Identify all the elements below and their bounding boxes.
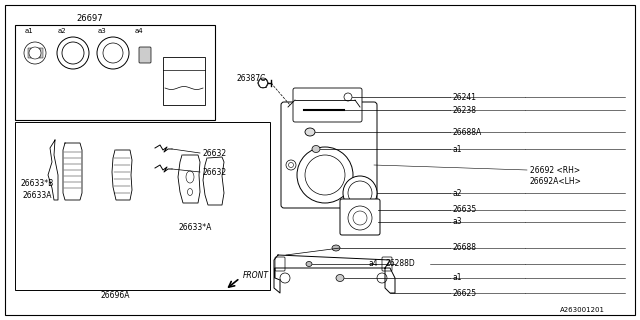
Text: 26288D: 26288D (385, 260, 415, 268)
Circle shape (343, 176, 377, 210)
Ellipse shape (305, 128, 315, 136)
FancyBboxPatch shape (340, 199, 380, 235)
Text: a2: a2 (58, 28, 67, 34)
Circle shape (286, 160, 296, 170)
Bar (37, 48, 40, 58)
Circle shape (280, 273, 290, 283)
Text: FRONT: FRONT (243, 270, 269, 279)
Text: 26633*B: 26633*B (20, 179, 53, 188)
Circle shape (377, 273, 387, 283)
Circle shape (348, 206, 372, 230)
Circle shape (24, 42, 46, 64)
Text: A263001201: A263001201 (560, 307, 605, 313)
FancyBboxPatch shape (281, 102, 377, 208)
Ellipse shape (188, 188, 193, 196)
Ellipse shape (306, 261, 312, 267)
Ellipse shape (332, 245, 340, 251)
Text: a1: a1 (452, 274, 461, 283)
Bar (31, 47, 33, 61)
Text: 26692 <RH>: 26692 <RH> (530, 165, 580, 174)
FancyBboxPatch shape (275, 257, 285, 271)
Text: 26241: 26241 (452, 92, 476, 101)
Bar (30, 47, 31, 61)
Text: 26692A<LH>: 26692A<LH> (530, 177, 582, 186)
Bar (34, 48, 36, 58)
Text: 26632: 26632 (202, 148, 226, 157)
Text: a1: a1 (25, 28, 34, 34)
Text: 26688: 26688 (452, 244, 476, 252)
Text: 26633A: 26633A (22, 191, 51, 201)
Circle shape (353, 211, 367, 225)
Text: a4: a4 (135, 28, 143, 34)
Text: 26697: 26697 (77, 13, 103, 22)
Text: 26633*A: 26633*A (179, 223, 212, 233)
Circle shape (258, 78, 268, 88)
Ellipse shape (186, 171, 194, 183)
FancyBboxPatch shape (139, 47, 151, 63)
FancyBboxPatch shape (382, 257, 392, 271)
Bar (28, 48, 31, 58)
Circle shape (289, 163, 294, 167)
Text: 26688A: 26688A (452, 127, 481, 137)
Text: 26238: 26238 (452, 106, 476, 115)
Bar (15, 122, 270, 290)
Circle shape (29, 47, 41, 59)
Text: 26632: 26632 (202, 167, 226, 177)
Text: a4: a4 (368, 260, 378, 268)
Text: a1: a1 (452, 145, 461, 154)
Circle shape (97, 37, 129, 69)
Text: a3: a3 (452, 218, 461, 227)
Circle shape (62, 42, 84, 64)
Bar (31, 48, 33, 58)
Circle shape (305, 155, 345, 195)
Circle shape (297, 147, 353, 203)
Text: a2: a2 (452, 188, 461, 197)
Circle shape (348, 181, 372, 205)
Text: a3: a3 (98, 28, 107, 34)
FancyBboxPatch shape (293, 88, 362, 122)
Text: 26387C: 26387C (236, 74, 266, 83)
Circle shape (344, 93, 352, 101)
Text: 26696A: 26696A (100, 291, 130, 300)
Text: 26635: 26635 (452, 205, 476, 214)
Bar (40, 48, 42, 58)
Bar (15, 25, 215, 120)
Bar (33, 47, 35, 61)
Circle shape (103, 43, 123, 63)
Bar (163, 57, 205, 105)
Bar (35, 47, 36, 61)
Circle shape (57, 37, 89, 69)
Ellipse shape (336, 275, 344, 282)
Ellipse shape (312, 146, 320, 153)
Text: 26625: 26625 (452, 289, 476, 298)
